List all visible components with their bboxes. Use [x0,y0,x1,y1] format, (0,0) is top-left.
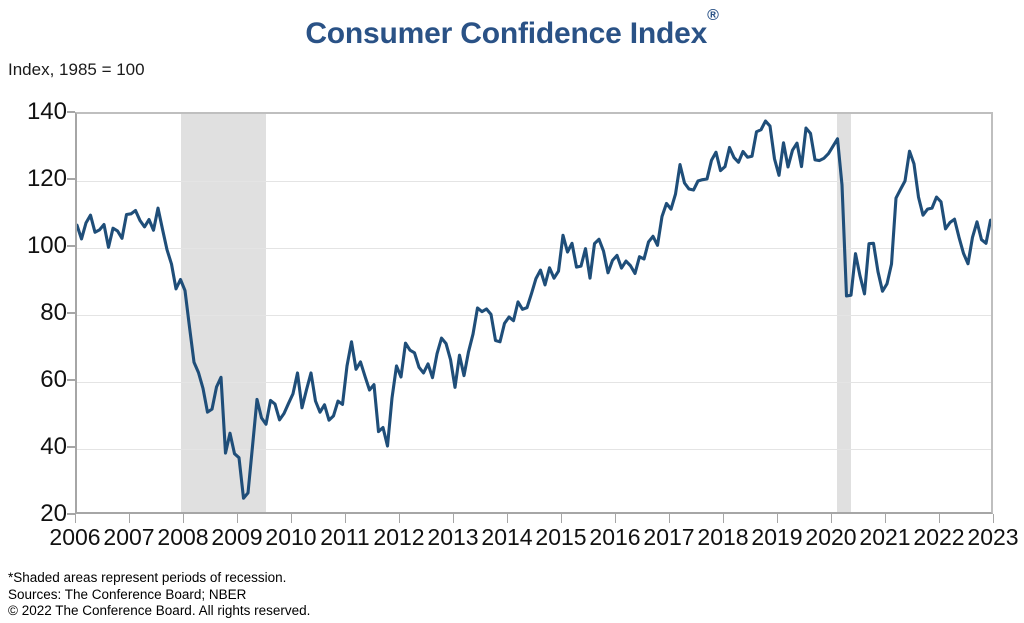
plot-inner [77,114,991,512]
x-axis-tick-mark [399,514,400,523]
x-axis-tick-mark [75,514,76,523]
y-axis-tick-label: 60 [40,366,67,393]
x-axis-tick-label: 2007 [103,524,155,550]
x-axis-tick-label: 2006 [49,524,101,550]
x-axis-tick-mark [723,514,724,523]
y-axis-tick-mark [67,111,75,113]
y-axis-tick-label: 100 [26,232,67,259]
x-axis-tick-label: 2022 [913,524,965,550]
x-axis-tick-mark [237,514,238,523]
x-axis-tick-mark [615,514,616,523]
x-axis-tick-mark [291,514,292,523]
series-line-consumer-confidence [77,119,991,500]
x-axis-tick-label: 2023 [967,524,1019,550]
x-axis-tick-label: 2013 [427,524,479,550]
x-axis-tick-label: 2011 [320,524,370,550]
x-axis-tick-mark [129,514,130,523]
x-axis-tick-mark [345,514,346,523]
gridline-y-120 [77,181,991,182]
x-axis-tick-label: 2016 [589,524,641,550]
recession-band-2 [837,114,851,512]
x-axis-tick-label: 2012 [373,524,425,550]
x-axis-tick-mark [561,514,562,523]
x-axis-tick-mark [453,514,454,523]
gridline-y-100 [77,248,991,249]
x-axis-tick-label: 2018 [697,524,749,550]
x-axis-tick-mark [183,514,184,523]
x-axis-tick-label: 2020 [805,524,857,550]
y-axis-tick-label: 140 [26,98,67,125]
x-axis-tick-label: 2017 [643,524,695,550]
gridline-y-80 [77,315,991,316]
x-axis-tick-mark [669,514,670,523]
series-canvas [77,119,991,500]
chart-title: Consumer Confidence Index® [0,7,1024,51]
y-axis-tick-mark [67,513,75,515]
registered-trademark-symbol: ® [707,7,719,24]
x-axis-tick-mark [777,514,778,523]
gridline-y-40 [77,449,991,450]
x-axis-tick-label: 2021 [859,524,911,550]
y-axis-tick-mark [67,379,75,381]
chart-subtitle: Index, 1985 = 100 [8,60,145,79]
y-axis-tick-label: 120 [26,165,67,192]
footnote-sources: Sources: The Conference Board; NBER [8,586,247,602]
y-axis-tick-mark [67,312,75,314]
y-axis-tick-label: 40 [40,433,67,460]
x-axis-tick-mark [885,514,886,523]
x-axis-tick-mark [831,514,832,523]
y-axis-tick-label: 20 [40,500,67,527]
y-axis-tick-mark [67,178,75,180]
x-axis-tick-label: 2015 [535,524,587,550]
x-axis-tick-mark [993,514,994,523]
gridline-y-60 [77,382,991,383]
y-axis-tick-mark [67,245,75,247]
x-axis-tick-label: 2014 [481,524,533,550]
x-axis-tick-mark [507,514,508,523]
footnotes: *Shaded areas represent periods of reces… [8,570,310,620]
x-axis-tick-label: 2009 [211,524,263,550]
x-axis-tick-label: 2008 [157,524,209,550]
x-axis-tick-mark [939,514,940,523]
x-axis-tick-label: 2010 [265,524,317,550]
plot-area [75,112,993,514]
y-axis-tick-label: 80 [40,299,67,326]
x-axis-tick-label: 2019 [751,524,803,550]
y-axis-tick-mark [67,446,75,448]
footnote-shaded-areas: *Shaded areas represent periods of reces… [8,570,287,585]
footnote-copyright: © 2022 The Conference Board. All rights … [8,603,311,618]
chart-title-text: Consumer Confidence Index [305,17,708,50]
